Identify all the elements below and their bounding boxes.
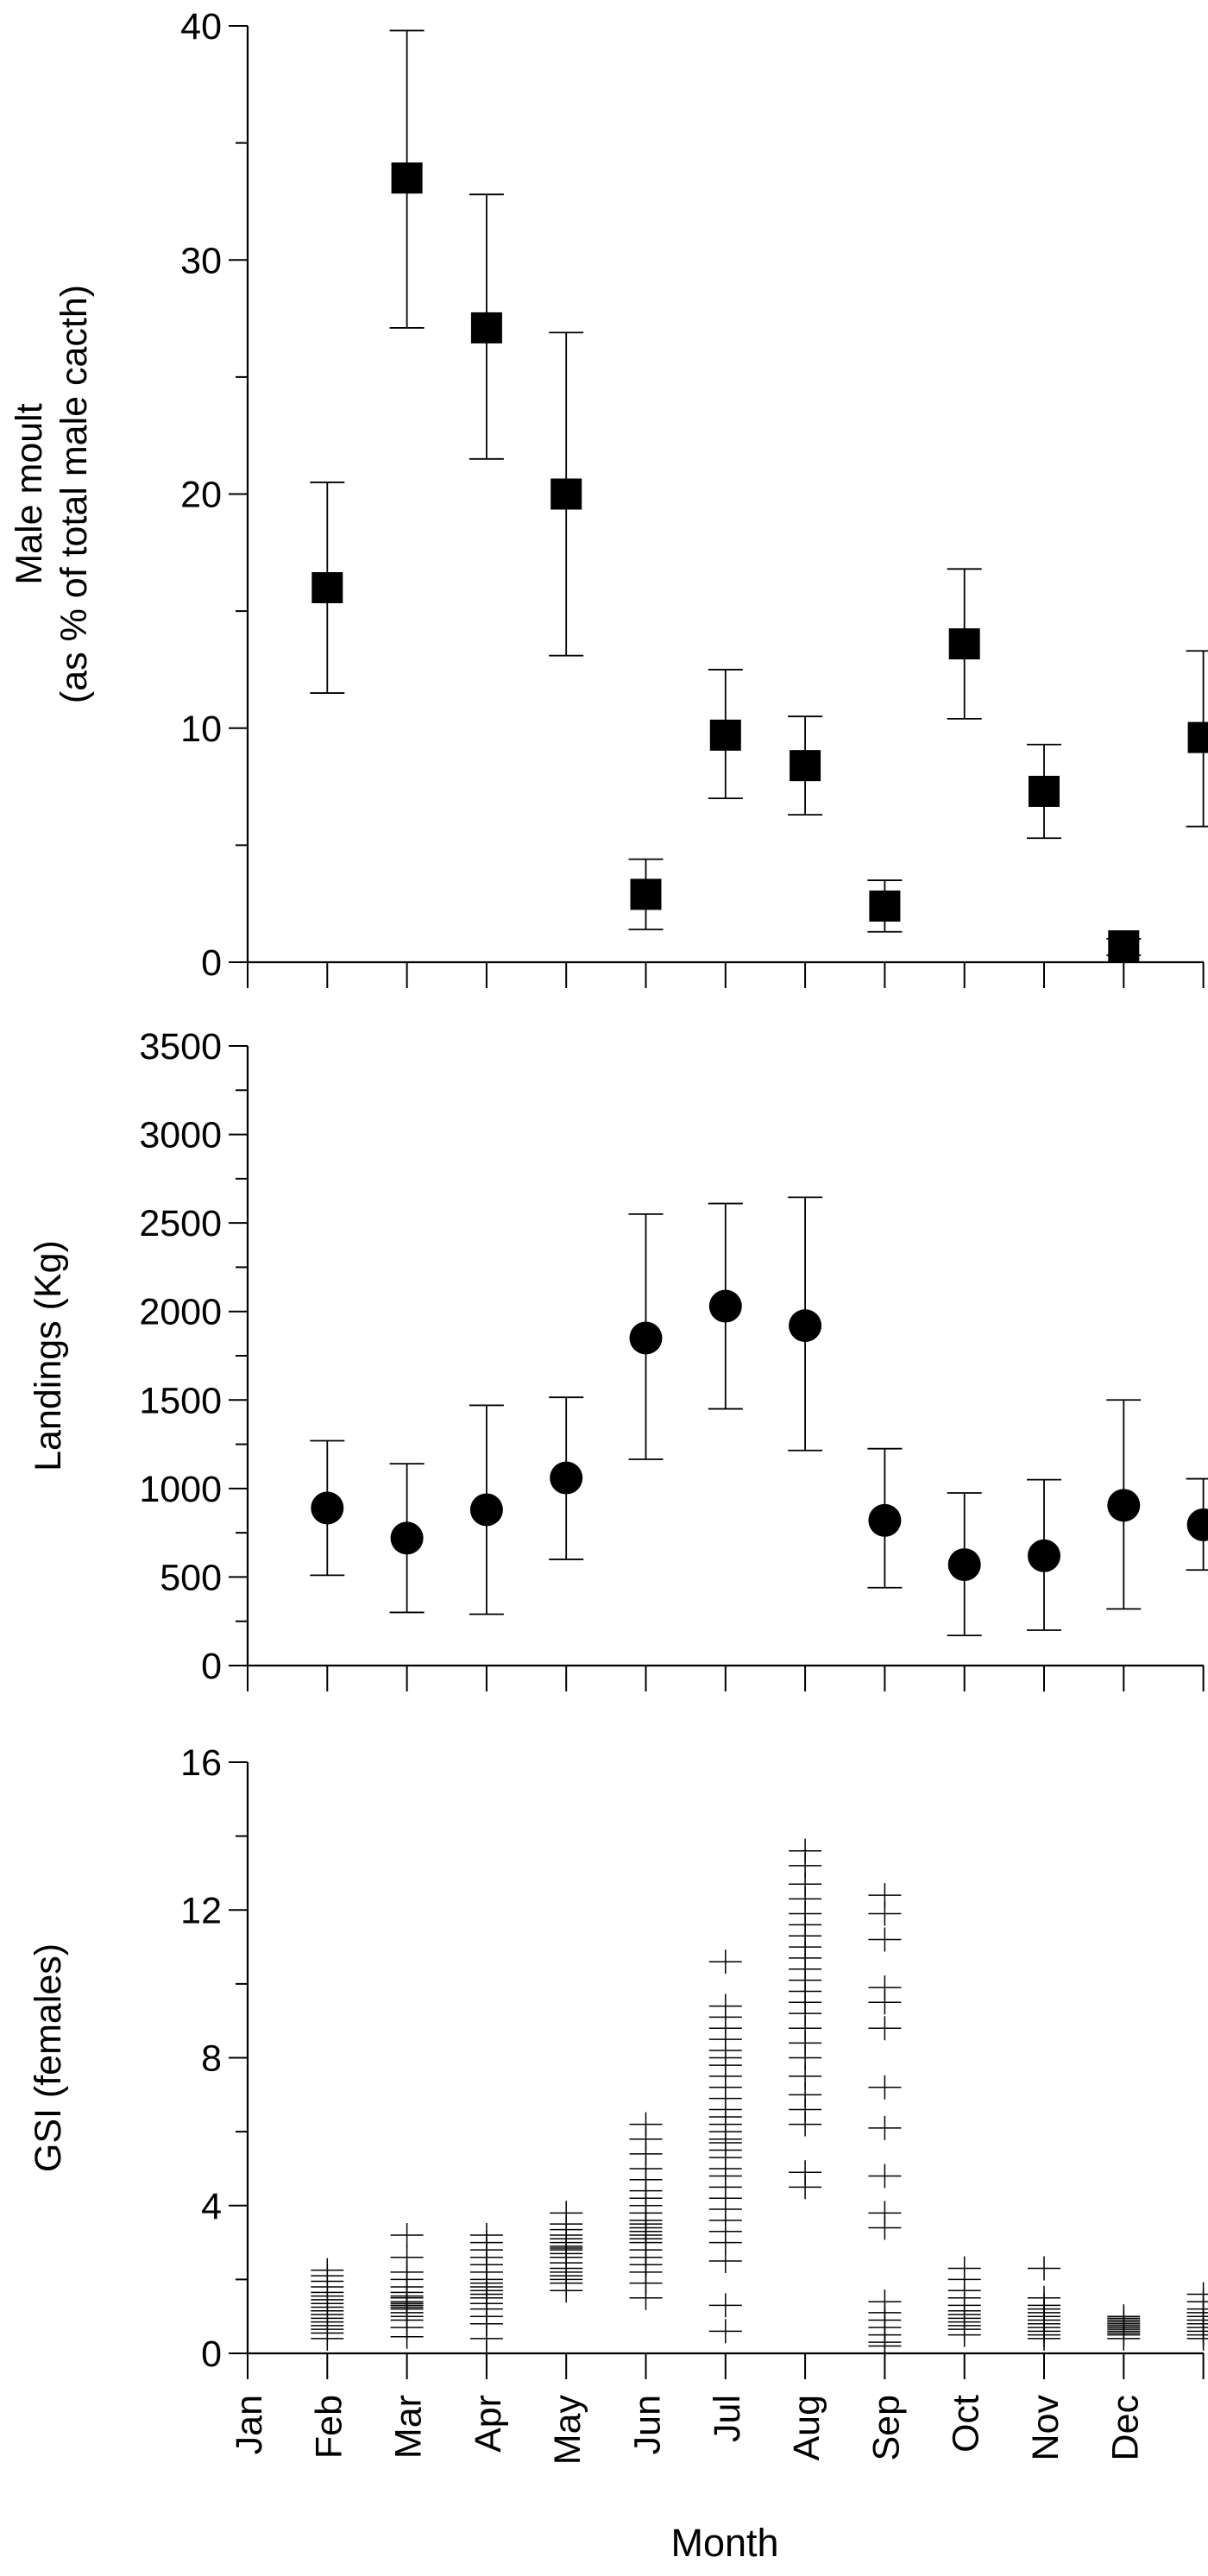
data-point-square (551, 478, 582, 510)
x-tick-label: Jul (707, 2395, 748, 2442)
x-tick-label: Aug (786, 2395, 827, 2461)
landings-panel: 0 500 1000 1500 2000 2500 3000 3500 Landings (Kg… (28, 1026, 1208, 1691)
data-point-square (1187, 721, 1208, 753)
y-axis-label: GSI (females) (28, 1943, 69, 2172)
y-tick-label: 3500 (139, 1026, 222, 1068)
y-tick-label: 8 (201, 2038, 222, 2080)
y-tick-label: 0 (201, 942, 222, 984)
y-axis-label-line1: Male moult (9, 403, 50, 584)
x-tick-label: Apr (468, 2395, 509, 2453)
y-tick-label: 1000 (139, 1469, 222, 1510)
data-point-square (630, 879, 662, 910)
y-tick-label: 0 (201, 1646, 222, 1687)
data-point-circle (789, 1309, 822, 1343)
y-tick-label: 20 (180, 475, 222, 516)
y-tick-label: 0 (201, 2334, 222, 2375)
data-point-circle (550, 1461, 583, 1495)
data-point-square (790, 750, 821, 782)
x-tick-label: Dec (1104, 2395, 1146, 2460)
data-point-circle (469, 1493, 503, 1527)
x-tick-label: Sep (865, 2395, 907, 2461)
data-point-circle (1186, 1508, 1208, 1541)
x-tick-label: Mar (388, 2395, 430, 2459)
data-point-circle (868, 1503, 902, 1537)
y-tick-label: 12 (180, 1890, 222, 1931)
x-tick-label: May (547, 2395, 588, 2466)
data-point-circle (629, 1321, 663, 1355)
x-tick-label: Jun (627, 2395, 669, 2454)
x-tick-label: Oct (946, 2395, 987, 2453)
y-tick-label: 2500 (139, 1203, 222, 1244)
y-tick-label: 4 (201, 2186, 222, 2227)
x-tick-label: Feb (308, 2395, 349, 2459)
x-axis-label: Month (670, 2521, 778, 2565)
y-tick-label: 16 (180, 1742, 222, 1784)
x-tick-label: Nov (1025, 2395, 1066, 2461)
data-point-circle (390, 1521, 424, 1555)
data-point-circle (311, 1491, 344, 1525)
data-point-circle (947, 1548, 981, 1582)
x-tick-label: Jan (229, 2395, 270, 2454)
y-tick-label: 10 (180, 709, 222, 750)
y-tick-label: 40 (180, 6, 222, 47)
data-point-circle (708, 1289, 742, 1323)
y-tick-label: 30 (180, 240, 222, 281)
gsi-panel: 0 4 8 12 16 GSI (females) Jan Feb Mar Apr May Jun Ju… (28, 1742, 1208, 2565)
y-axis-label-line2: (as % of total male cacth) (53, 285, 95, 703)
data-point-square (1029, 775, 1060, 807)
y-axis-label: Landings (Kg) (28, 1240, 69, 1471)
y-tick-label: 2000 (139, 1292, 222, 1333)
data-point-circle (1028, 1539, 1060, 1572)
data-point-square (1108, 930, 1140, 962)
y-tick-label: 500 (160, 1557, 222, 1598)
data-point-circle (1107, 1489, 1141, 1522)
data-point-square (709, 719, 741, 751)
y-tick-label: 1500 (139, 1380, 222, 1421)
y-tick-label: 3000 (139, 1115, 222, 1156)
data-point-square (391, 162, 423, 194)
male-moult-panel: 0 10 20 30 40 Male moult (as % of total male c… (9, 6, 1208, 988)
data-point-square (311, 572, 343, 603)
data-point-square (470, 312, 502, 343)
data-point-square (869, 890, 901, 922)
data-point-square (948, 628, 980, 660)
